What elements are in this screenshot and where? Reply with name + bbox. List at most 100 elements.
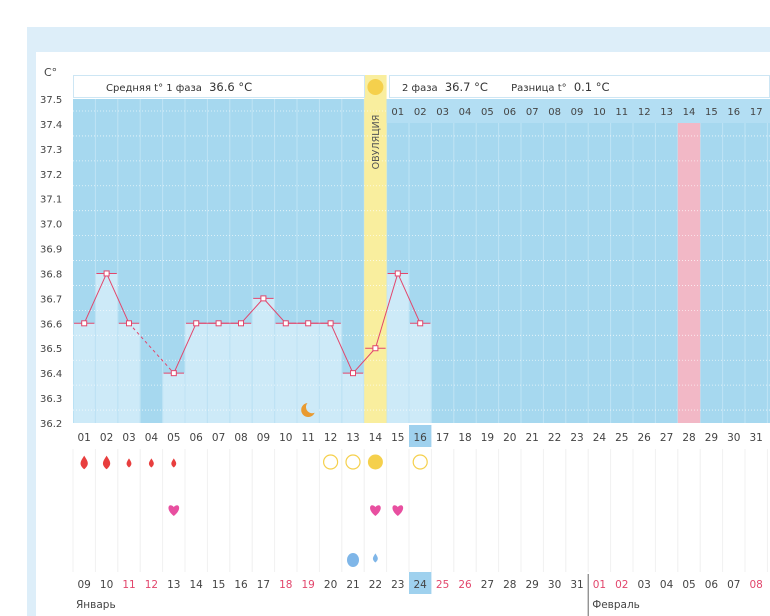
ovulation-test-positive-icon (367, 454, 383, 470)
weekend-date-label: 12 (145, 579, 158, 591)
phase2-day-label: 08 (548, 107, 561, 118)
cycle-day-label: 04 (145, 432, 159, 444)
temperature-point (193, 320, 200, 327)
calendar-date-label: 07 (727, 579, 740, 591)
heart-icon (168, 505, 180, 516)
cycle-day-label: 13 (346, 432, 359, 444)
discharge-drop-icon (347, 553, 359, 567)
temperature-bar (185, 323, 207, 423)
cycle-day-label: 25 (615, 432, 628, 444)
current-cycle-day-label: 16 (414, 432, 428, 444)
calendar-date-label: 14 (190, 579, 204, 591)
cycle-day-label: 10 (279, 432, 292, 444)
temperature-point (238, 320, 244, 327)
calendar-date-label: 13 (167, 579, 180, 591)
phase2-average: 2 фаза 36.7 °C Разница t° 0.1 °C (389, 75, 770, 98)
calendar-date-label: 20 (324, 579, 337, 591)
temperature-line-segment (352, 347, 376, 374)
cycle-day-label: 08 (234, 432, 247, 444)
cycle-day-label: 30 (727, 432, 740, 444)
temperature-bar (252, 298, 275, 423)
phase1-average: Средняя t° 1 фаза 36.6 °C (73, 75, 365, 98)
phase2-day-label: 03 (436, 107, 449, 118)
calendar-date-label: 10 (100, 579, 113, 591)
cycle-day-label: 24 (593, 432, 607, 444)
cycle-day-label: 14 (369, 432, 383, 444)
cycle-day-label: 27 (660, 432, 673, 444)
weekend-date-label: 19 (302, 579, 315, 591)
weekend-date-label: 01 (593, 579, 606, 591)
temperature-tick-label: 37.1 (40, 195, 62, 206)
phase2-day-label: 01 (391, 107, 404, 118)
cycle-day-label: 03 (122, 432, 135, 444)
temperature-bar (319, 323, 342, 423)
phase2-day-label: 13 (660, 107, 673, 118)
phase2-day-label: 02 (414, 107, 427, 118)
temperature-point (282, 320, 289, 327)
phase2-day-label: 09 (571, 107, 584, 118)
weekend-date-label: 25 (436, 579, 449, 591)
temperature-bar (207, 323, 230, 423)
temperature-bar (163, 373, 185, 423)
temperature-line-segment (173, 323, 197, 374)
temperature-bar (409, 323, 431, 423)
calendar-date-label: 28 (503, 579, 516, 591)
cycle-day-label: 19 (481, 432, 494, 444)
ovulation-test-negative-icon (323, 454, 339, 470)
temp-diff-label: Разница t° (511, 83, 567, 94)
temperature-point (260, 295, 267, 302)
ovulation-column (364, 75, 387, 423)
temperature-bar (275, 323, 297, 423)
temperature-bar (342, 373, 364, 423)
temperature-tick-label: 36.5 (40, 344, 62, 355)
ovulation-test-negative-icon (412, 454, 428, 470)
phase2-value: 36.7 °C (444, 80, 488, 94)
phase2-day-label: 05 (481, 107, 494, 118)
temperature-tick-label: 36.9 (40, 245, 62, 256)
cycle-day-label: 09 (257, 432, 270, 444)
phase2-day-label: 07 (526, 107, 539, 118)
temperature-line-segment (263, 298, 287, 324)
cycle-day-label: 05 (167, 432, 180, 444)
cycle-day-label: 31 (750, 432, 763, 444)
temperature-tick-label: 36.7 (40, 294, 62, 305)
cut-off-notes (36, 605, 770, 616)
temperature-tick-label: 37.3 (40, 145, 62, 156)
ovulation-sun-icon (367, 79, 384, 95)
temperature-point (417, 320, 424, 327)
month-label-february: Февраль (592, 599, 640, 611)
cycle-day-label: 28 (682, 432, 695, 444)
bleeding-drop-icon (148, 458, 154, 468)
temperature-tick-label: 36.8 (40, 269, 62, 280)
ovulation-test-negative-icon (345, 454, 361, 470)
cycle-day-label: 21 (526, 432, 539, 444)
temperature-point (327, 320, 334, 327)
calendar-date-label: 23 (391, 579, 404, 591)
month-label-january: Январь (76, 599, 116, 611)
temperature-tick-label: 36.2 (40, 419, 62, 430)
cycle-day-label: 29 (705, 432, 718, 444)
calendar-date-label: 27 (481, 579, 494, 591)
weekend-date-label: 02 (615, 579, 628, 591)
temperature-point (350, 370, 356, 377)
temperature-point (170, 370, 177, 377)
temperature-tick-label: 37.0 (40, 220, 62, 231)
today-date-label: 24 (414, 579, 428, 591)
temp-diff-value: 0.1 °C (573, 80, 610, 94)
temperature-tick-label: 36.3 (40, 394, 62, 405)
temperature-line-segment (397, 273, 421, 324)
phase2-day-label: 06 (503, 107, 516, 118)
ovulation-label: ОВУЛЯЦИЯ (371, 115, 382, 170)
phase2-day-label: 16 (727, 107, 740, 118)
phase2-label: 2 фаза (402, 83, 438, 94)
phase1-value: 36.6 °C (209, 80, 253, 94)
phase1-label: Средняя t° 1 фаза (106, 83, 202, 94)
calendar-date-label: 21 (346, 579, 359, 591)
phase2-days-row (386, 99, 770, 123)
temperature-point (81, 320, 88, 327)
phase2-day-label: 12 (638, 107, 651, 118)
cycle-day-label: 22 (548, 432, 561, 444)
phase2-marked-column (677, 99, 701, 423)
temperature-bar (297, 323, 319, 423)
weekend-date-label: 18 (279, 579, 292, 591)
